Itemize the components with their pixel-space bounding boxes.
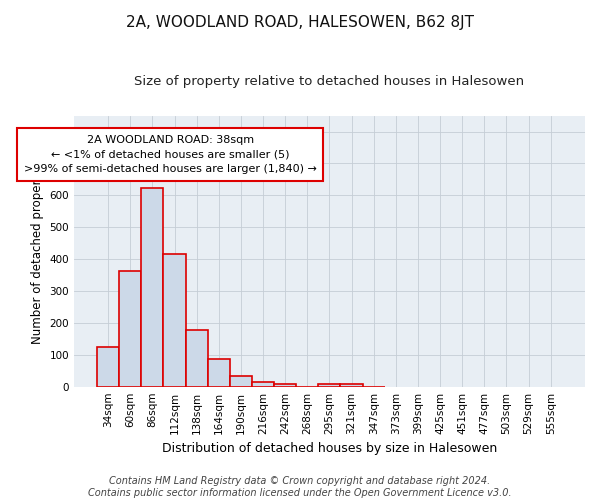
Bar	[319, 384, 340, 386]
Bar	[97, 347, 119, 387]
Bar	[274, 384, 296, 386]
Text: 2A, WOODLAND ROAD, HALESOWEN, B62 8JT: 2A, WOODLAND ROAD, HALESOWEN, B62 8JT	[126, 15, 474, 30]
Text: Contains HM Land Registry data © Crown copyright and database right 2024.
Contai: Contains HM Land Registry data © Crown c…	[88, 476, 512, 498]
Bar	[142, 188, 163, 386]
Bar	[252, 382, 274, 386]
Bar	[119, 271, 142, 386]
Bar	[163, 254, 185, 386]
Bar	[185, 330, 208, 386]
X-axis label: Distribution of detached houses by size in Halesowen: Distribution of detached houses by size …	[162, 442, 497, 455]
Text: 2A WOODLAND ROAD: 38sqm
← <1% of detached houses are smaller (5)
>99% of semi-de: 2A WOODLAND ROAD: 38sqm ← <1% of detache…	[23, 134, 317, 174]
Bar	[208, 358, 230, 386]
Bar	[230, 376, 252, 386]
Title: Size of property relative to detached houses in Halesowen: Size of property relative to detached ho…	[134, 75, 524, 88]
Bar	[340, 384, 362, 386]
Y-axis label: Number of detached properties: Number of detached properties	[31, 158, 44, 344]
